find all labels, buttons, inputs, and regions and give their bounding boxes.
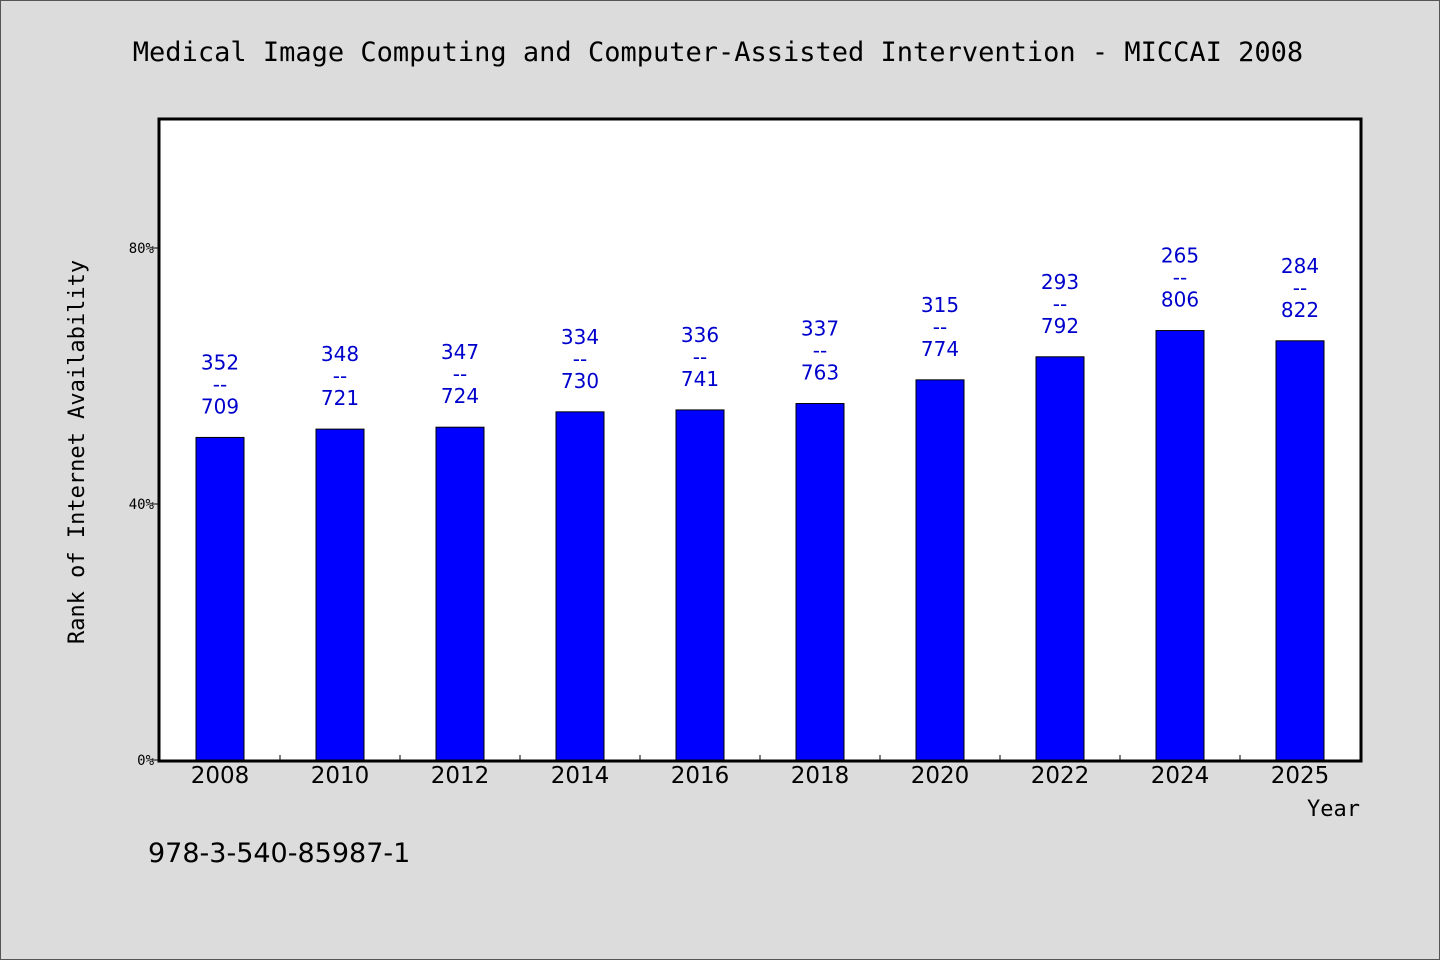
x-tick-label: 2014 xyxy=(551,763,610,789)
bar-data-label: 293 xyxy=(1041,270,1079,294)
x-tick-label: 2020 xyxy=(911,763,970,789)
bar-data-label: 774 xyxy=(921,337,959,361)
bar-2012 xyxy=(435,426,485,761)
bar-2008 xyxy=(195,436,245,761)
bar-data-label: 806 xyxy=(1161,288,1199,312)
chart-title: Medical Image Computing and Computer-Ass… xyxy=(133,37,1303,68)
x-tick-label: 2010 xyxy=(311,763,370,789)
y-tick-label: 80% xyxy=(129,241,155,257)
x-axis-ticks: 2008 2010 2012 2014 2016 2018 2020 2022 2024 2025 xyxy=(191,755,1330,789)
bar-data-label: 763 xyxy=(801,361,839,385)
bar-data-label: 336 xyxy=(681,323,719,347)
bar-data-label: 265 xyxy=(1161,244,1199,268)
bar-2020 xyxy=(915,379,965,761)
x-tick-label: 2008 xyxy=(191,763,250,789)
x-tick-label: 2018 xyxy=(791,763,850,789)
bar-data-label: 352 xyxy=(201,350,239,374)
bar-data-label: 724 xyxy=(441,384,479,408)
bar-data-label: -- xyxy=(1053,292,1067,316)
bar-data-label: 822 xyxy=(1281,298,1319,322)
x-tick-label: 2024 xyxy=(1151,763,1210,789)
x-tick-label: 2012 xyxy=(431,763,490,789)
bar-data-label: -- xyxy=(333,364,347,388)
bar-data-label: -- xyxy=(933,315,947,339)
x-tick-label: 2025 xyxy=(1271,763,1330,789)
bar-data-label: 348 xyxy=(321,342,359,366)
bar-data-label: 337 xyxy=(801,317,839,341)
bar-data-label: 347 xyxy=(441,340,479,364)
bar-data-label: -- xyxy=(693,345,707,369)
bar-2010 xyxy=(315,428,365,761)
x-tick-label: 2016 xyxy=(671,763,730,789)
y-axis-label: Rank of Internet Availability xyxy=(65,260,90,644)
bar-data-label: -- xyxy=(1173,266,1187,290)
bar-data-label: 730 xyxy=(561,369,599,393)
x-tick-label: 2022 xyxy=(1031,763,1090,789)
bar-data-label: 315 xyxy=(921,293,959,317)
plot-border xyxy=(157,117,1363,763)
y-axis-ticks: 0% 40% 80% xyxy=(129,241,160,769)
bar-data-label: 792 xyxy=(1041,314,1079,338)
x-axis-label: Year xyxy=(1307,797,1360,822)
y-tick-label: 40% xyxy=(129,497,155,513)
bar-data-label: 334 xyxy=(561,325,599,349)
bar-data-label: -- xyxy=(1293,276,1307,300)
bar-2018 xyxy=(795,403,845,761)
bar-data-label: -- xyxy=(213,372,227,396)
bar-labels-layer: 352--709348--721347--724334--730336--741… xyxy=(201,244,1319,419)
bar-data-label: -- xyxy=(813,339,827,363)
bar-2022 xyxy=(1035,356,1085,761)
bar-data-label: 709 xyxy=(201,394,239,418)
bar-2025 xyxy=(1275,340,1325,761)
bar-data-label: -- xyxy=(453,362,467,386)
bar-2016 xyxy=(675,409,725,761)
bar-data-label: 284 xyxy=(1281,254,1319,278)
bars-layer xyxy=(195,330,1325,761)
y-tick-label: 0% xyxy=(137,753,154,769)
isbn-text: 978-3-540-85987-1 xyxy=(148,838,410,869)
bar-data-label: 721 xyxy=(321,386,359,410)
bar-data-label: -- xyxy=(573,347,587,371)
bar-2024 xyxy=(1155,330,1205,761)
bar-data-label: 741 xyxy=(681,367,719,391)
bar-2014 xyxy=(555,411,605,761)
